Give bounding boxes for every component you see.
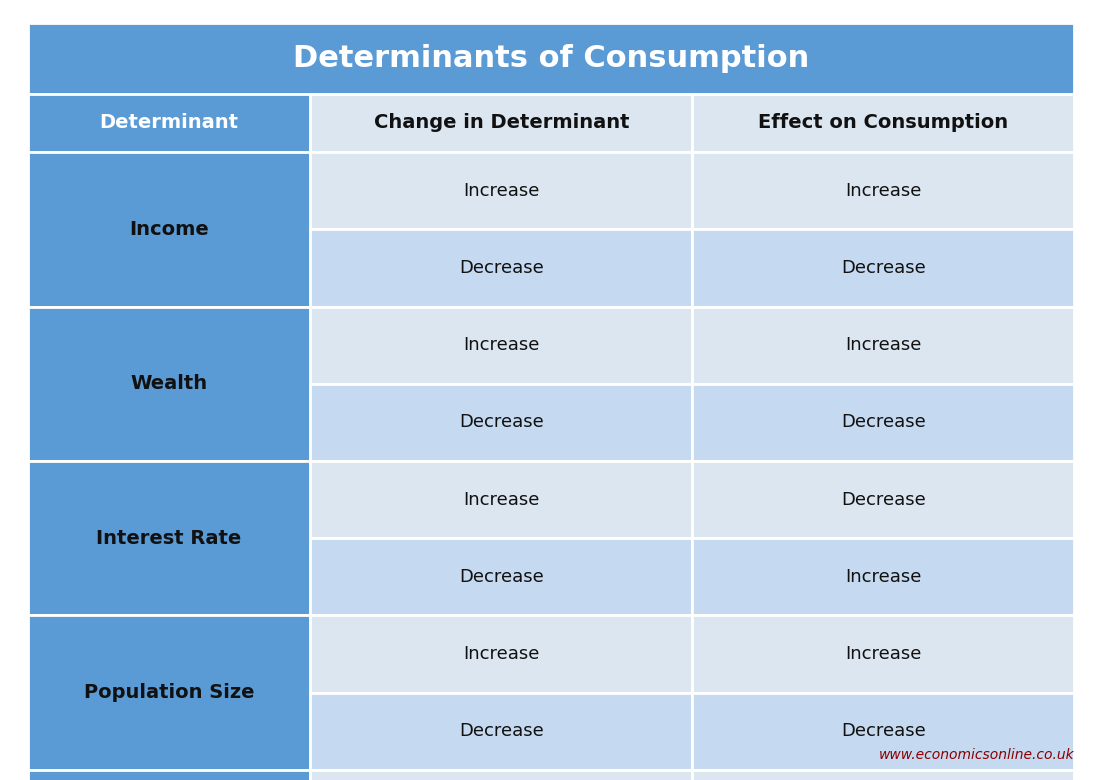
Bar xyxy=(311,152,692,229)
Bar xyxy=(311,94,692,152)
Bar xyxy=(692,693,1074,770)
Bar xyxy=(692,94,1074,152)
Text: Decrease: Decrease xyxy=(841,259,926,277)
Bar xyxy=(311,615,692,693)
Bar xyxy=(311,229,692,307)
Text: Increase: Increase xyxy=(463,182,540,200)
Bar xyxy=(311,770,692,780)
Text: Increase: Increase xyxy=(845,568,921,586)
Bar xyxy=(311,538,692,615)
Bar xyxy=(28,307,311,461)
Text: Decrease: Decrease xyxy=(458,259,543,277)
Text: Effect on Consumption: Effect on Consumption xyxy=(758,113,1008,133)
Bar xyxy=(692,229,1074,307)
Text: Change in Determinant: Change in Determinant xyxy=(374,113,629,133)
Bar xyxy=(692,538,1074,615)
Text: Determinants of Consumption: Determinants of Consumption xyxy=(293,44,809,73)
Bar xyxy=(28,23,1074,94)
Bar xyxy=(28,94,311,152)
Bar xyxy=(311,461,692,538)
Bar xyxy=(311,384,692,461)
Text: Decrease: Decrease xyxy=(841,491,926,509)
Text: Determinant: Determinant xyxy=(99,113,238,133)
Bar xyxy=(692,307,1074,384)
Bar xyxy=(692,615,1074,693)
Bar xyxy=(692,384,1074,461)
Text: Increase: Increase xyxy=(463,336,540,354)
Text: Increase: Increase xyxy=(845,182,921,200)
Text: Increase: Increase xyxy=(463,645,540,663)
Bar xyxy=(28,770,311,780)
Text: Decrease: Decrease xyxy=(458,413,543,431)
Bar xyxy=(311,307,692,384)
Text: Decrease: Decrease xyxy=(841,722,926,740)
Text: Income: Income xyxy=(129,220,208,239)
Bar xyxy=(28,152,311,307)
Bar xyxy=(28,615,311,770)
Text: Wealth: Wealth xyxy=(130,374,207,393)
Text: Decrease: Decrease xyxy=(458,568,543,586)
Text: Decrease: Decrease xyxy=(841,413,926,431)
Text: Interest Rate: Interest Rate xyxy=(96,529,241,548)
Bar xyxy=(28,461,311,615)
Bar xyxy=(692,152,1074,229)
Bar xyxy=(311,693,692,770)
Bar xyxy=(692,770,1074,780)
Text: Population Size: Population Size xyxy=(84,683,255,702)
Text: Increase: Increase xyxy=(845,336,921,354)
Text: Increase: Increase xyxy=(463,491,540,509)
Bar xyxy=(692,461,1074,538)
Text: www.economicsonline.co.uk: www.economicsonline.co.uk xyxy=(878,748,1074,762)
Text: Increase: Increase xyxy=(845,645,921,663)
Text: Decrease: Decrease xyxy=(458,722,543,740)
